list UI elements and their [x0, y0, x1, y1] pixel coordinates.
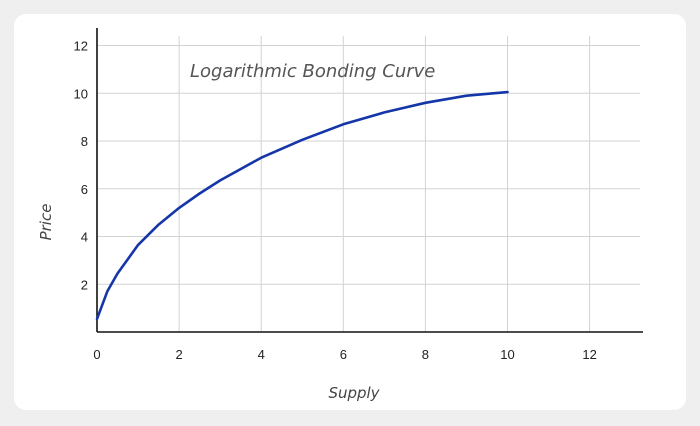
y-tick-label: 4	[81, 230, 88, 245]
y-tick-label: 12	[74, 39, 88, 54]
y-axis-label: Price	[37, 204, 55, 241]
y-tick-label: 2	[81, 277, 88, 292]
y-tick-label: 10	[74, 86, 88, 101]
x-tick-label: 4	[258, 347, 265, 362]
x-tick-label: 12	[582, 347, 596, 362]
series-line	[95, 90, 509, 321]
y-tick-label: 8	[81, 134, 88, 149]
x-tick-label: 2	[175, 347, 182, 362]
x-tick-label: 6	[340, 347, 347, 362]
chart-card	[14, 14, 686, 410]
x-tick-label: 8	[422, 347, 429, 362]
chart-title: Logarithmic Bonding Curve	[190, 61, 435, 82]
x-axis-label: Supply	[328, 384, 380, 402]
x-tick-label: 10	[500, 347, 514, 362]
x-tick-label: 0	[93, 347, 100, 362]
y-tick-label: 6	[81, 182, 88, 197]
